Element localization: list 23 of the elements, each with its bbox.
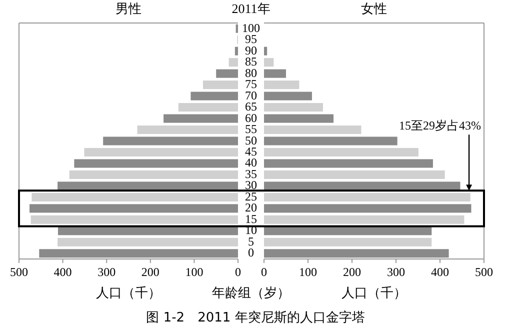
y-tick-label: 0 bbox=[248, 246, 254, 260]
x-tick-label: 100 bbox=[185, 264, 204, 279]
x-axis-title: 人口（千） bbox=[96, 284, 161, 300]
y-tick-label: 100 bbox=[242, 20, 260, 35]
x-tick-label: 400 bbox=[431, 264, 449, 279]
x-tick-label: 500 bbox=[475, 264, 493, 279]
x-tick-label: 300 bbox=[387, 264, 405, 279]
x-axis-title: 人口（千） bbox=[342, 284, 406, 300]
x-tick-label: 0 bbox=[261, 264, 267, 279]
x-tick-label: 100 bbox=[299, 264, 317, 279]
annotation: 15至29岁占43% bbox=[399, 118, 482, 132]
x-tick-label: 200 bbox=[343, 264, 361, 279]
y-tick-label: 5 bbox=[248, 234, 254, 248]
chart-title: 女性 bbox=[361, 0, 387, 16]
x-tick-label: 300 bbox=[98, 264, 116, 279]
y-axis-title: 年龄组（岁） bbox=[212, 284, 290, 300]
x-tick-label: 400 bbox=[54, 264, 72, 279]
caption: 图 1-2 2011 年突尼斯的人口金字塔 bbox=[146, 310, 365, 326]
x-tick-label: 500 bbox=[10, 264, 28, 279]
chart-title: 男性 bbox=[116, 0, 142, 16]
x-tick-label: 0 bbox=[235, 264, 241, 279]
text: 2011年 bbox=[232, 0, 270, 16]
x-tick-label: 200 bbox=[141, 264, 160, 279]
